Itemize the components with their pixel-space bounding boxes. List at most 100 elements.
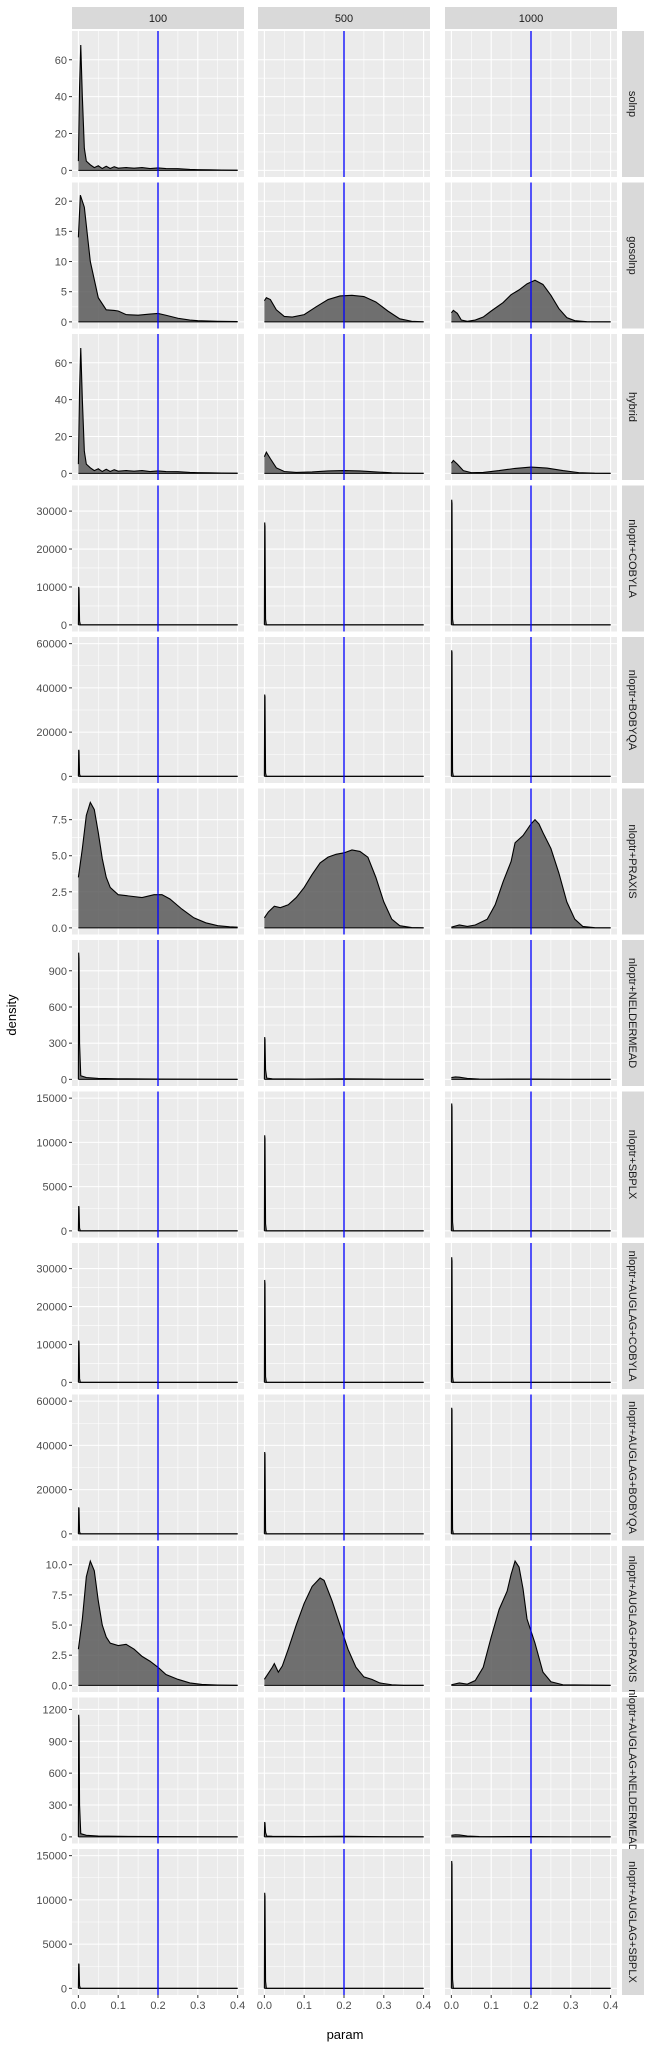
- y-tick-label-solnp-0: 0: [61, 165, 67, 177]
- panel-nloptr-cobyla-500: [258, 485, 430, 632]
- row-strip-nloptr-sbplx: [622, 1091, 644, 1238]
- y-tick-label-nloptr-sbplx-2: 10000: [36, 1137, 67, 1149]
- row-strip-nloptr-auglag-cobyla: [622, 1243, 644, 1389]
- column-strip-100: [72, 7, 244, 29]
- row-strip-nloptr-auglag-bobyqa: [622, 1394, 644, 1541]
- y-tick-label-nloptr-auglag-neldermead-0: 0: [61, 1832, 67, 1844]
- y-tick-label-nloptr-bobyqa-2: 40000: [36, 683, 67, 695]
- y-tick-label-gosolnp-2: 10: [55, 257, 67, 269]
- y-tick-label-nloptr-cobyla-1: 10000: [36, 582, 67, 594]
- y-tick-label-nloptr-auglag-bobyqa-3: 60000: [36, 1396, 67, 1408]
- panel-nloptr-auglag-cobyla-100: [72, 1243, 244, 1389]
- density-line: [77, 1559, 238, 1686]
- row-strip-label-nloptr-auglag-cobyla: nloptr+AUGLAG+COBYLA: [626, 1251, 638, 1383]
- density-line: [263, 294, 424, 323]
- panel-nloptr-sbplx-500: [258, 1091, 430, 1238]
- panel-nloptr-auglag-cobyla-1000: [445, 1243, 617, 1389]
- panel-nloptr-auglag-neldermead-500: [258, 1697, 430, 1844]
- y-tick-label-nloptr-praxis-2: 5.0: [52, 851, 67, 863]
- x-tick-label-500-0: 0.0: [257, 2000, 272, 2012]
- x-tick-label-500-3: 0.3: [376, 2000, 391, 2012]
- panel-nloptr-auglag-praxis-1000: [445, 1546, 617, 1692]
- y-tick-label-nloptr-auglag-cobyla-0: 0: [61, 1377, 67, 1389]
- y-tick-label-gosolnp-4: 20: [55, 196, 67, 208]
- density-area: [78, 1561, 238, 1686]
- panel-nloptr-auglag-cobyla-500: [258, 1243, 430, 1389]
- panel-solnp-500: [258, 31, 430, 177]
- density-area: [78, 802, 238, 928]
- y-tick-label-nloptr-auglag-sbplx-3: 15000: [36, 1851, 67, 1863]
- x-tick-label-1000-0: 0.0: [444, 2000, 459, 2012]
- row-strip-label-nloptr-praxis: nloptr+PRAXIS: [626, 824, 638, 898]
- x-tick-label-100-1: 0.1: [111, 2000, 126, 2012]
- panel-nloptr-bobyqa-500: [258, 637, 430, 783]
- density-line: [450, 279, 611, 323]
- row-strip-label-gosolnp: gosolnp: [626, 236, 638, 275]
- y-tick-label-solnp-2: 40: [55, 92, 67, 104]
- density-line: [263, 849, 424, 929]
- row-strip-label-nloptr-bobyqa: nloptr+BOBYQA: [626, 670, 638, 751]
- panel-nloptr-auglag-bobyqa-100: [72, 1394, 244, 1541]
- density-line: [77, 800, 238, 928]
- row-strip-hybrid: [622, 334, 644, 480]
- y-tick-label-nloptr-sbplx-3: 15000: [36, 1093, 67, 1105]
- panel-gosolnp-100: [72, 182, 244, 329]
- row-strip-nloptr-neldermead: [622, 940, 644, 1086]
- y-tick-label-nloptr-sbplx-1: 5000: [43, 1182, 67, 1194]
- panel-solnp-1000: [445, 31, 617, 177]
- y-tick-label-nloptr-auglag-praxis-3: 7.5: [52, 1590, 67, 1602]
- panel-gosolnp-1000: [445, 182, 617, 329]
- y-tick-label-gosolnp-1: 5: [61, 287, 67, 299]
- x-tick-label-1000-1: 0.1: [484, 2000, 499, 2012]
- panel-solnp-100: [72, 31, 244, 177]
- x-tick-label-1000-2: 0.2: [523, 2000, 538, 2012]
- row-strip-solnp: [622, 31, 644, 177]
- x-tick-label-500-4: 0.4: [416, 2000, 431, 2012]
- column-strip-label-1000: 1000: [519, 13, 543, 25]
- y-tick-label-nloptr-auglag-neldermead-3: 900: [49, 1736, 67, 1748]
- row-strip-nloptr-praxis: [622, 788, 644, 935]
- density-line: [450, 459, 611, 474]
- row-strip-label-nloptr-auglag-praxis: nloptr+AUGLAG+PRAXIS: [626, 1556, 638, 1683]
- y-tick-label-nloptr-auglag-neldermead-4: 1200: [43, 1704, 67, 1716]
- y-tick-label-nloptr-praxis-3: 7.5: [52, 815, 67, 827]
- panel-nloptr-cobyla-1000: [445, 485, 617, 632]
- column-strip-1000: [445, 7, 617, 29]
- y-tick-label-nloptr-auglag-praxis-4: 10.0: [46, 1560, 67, 1572]
- x-axis-title: param: [327, 2027, 364, 2042]
- panel-hybrid-100: [72, 334, 244, 480]
- column-strip-label-500: 500: [335, 13, 353, 25]
- row-strip-nloptr-auglag-praxis: [622, 1546, 644, 1692]
- y-tick-label-nloptr-auglag-praxis-1: 2.5: [52, 1650, 67, 1662]
- panel-hybrid-500: [258, 334, 430, 480]
- y-tick-label-nloptr-auglag-neldermead-1: 300: [49, 1800, 67, 1812]
- density-line: [77, 347, 238, 474]
- y-tick-label-nloptr-auglag-cobyla-1: 10000: [36, 1339, 67, 1351]
- panel-nloptr-neldermead-500: [258, 940, 430, 1086]
- x-tick-label-100-4: 0.4: [230, 2000, 245, 2012]
- panel-nloptr-auglag-bobyqa-500: [258, 1394, 430, 1541]
- y-tick-label-gosolnp-0: 0: [61, 317, 67, 329]
- y-tick-label-nloptr-bobyqa-3: 60000: [36, 639, 67, 651]
- y-tick-label-nloptr-auglag-praxis-0: 0.0: [52, 1680, 67, 1692]
- density-area: [78, 195, 238, 322]
- y-axis-title: density: [4, 994, 19, 1036]
- y-tick-label-nloptr-auglag-bobyqa-1: 20000: [36, 1485, 67, 1497]
- panel-nloptr-neldermead-100: [72, 940, 244, 1086]
- x-tick-label-500-1: 0.1: [297, 2000, 312, 2012]
- density-line: [263, 1577, 424, 1686]
- density-area: [264, 452, 424, 474]
- y-tick-label-hybrid-3: 60: [55, 358, 67, 370]
- row-strip-label-nloptr-auglag-bobyqa: nloptr+AUGLAG+BOBYQA: [626, 1401, 638, 1534]
- x-tick-label-100-3: 0.3: [190, 2000, 205, 2012]
- panel-nloptr-bobyqa-100: [72, 637, 244, 783]
- row-strip-nloptr-auglag-neldermead: [622, 1697, 644, 1844]
- panel-nloptr-auglag-neldermead-1000: [445, 1697, 617, 1844]
- density-area: [451, 1561, 611, 1686]
- y-tick-label-nloptr-bobyqa-1: 20000: [36, 727, 67, 739]
- y-tick-label-nloptr-cobyla-3: 30000: [36, 506, 67, 518]
- x-tick-label-1000-4: 0.4: [603, 2000, 618, 2012]
- density-line: [451, 1559, 611, 1686]
- row-strip-label-solnp: solnp: [626, 91, 638, 117]
